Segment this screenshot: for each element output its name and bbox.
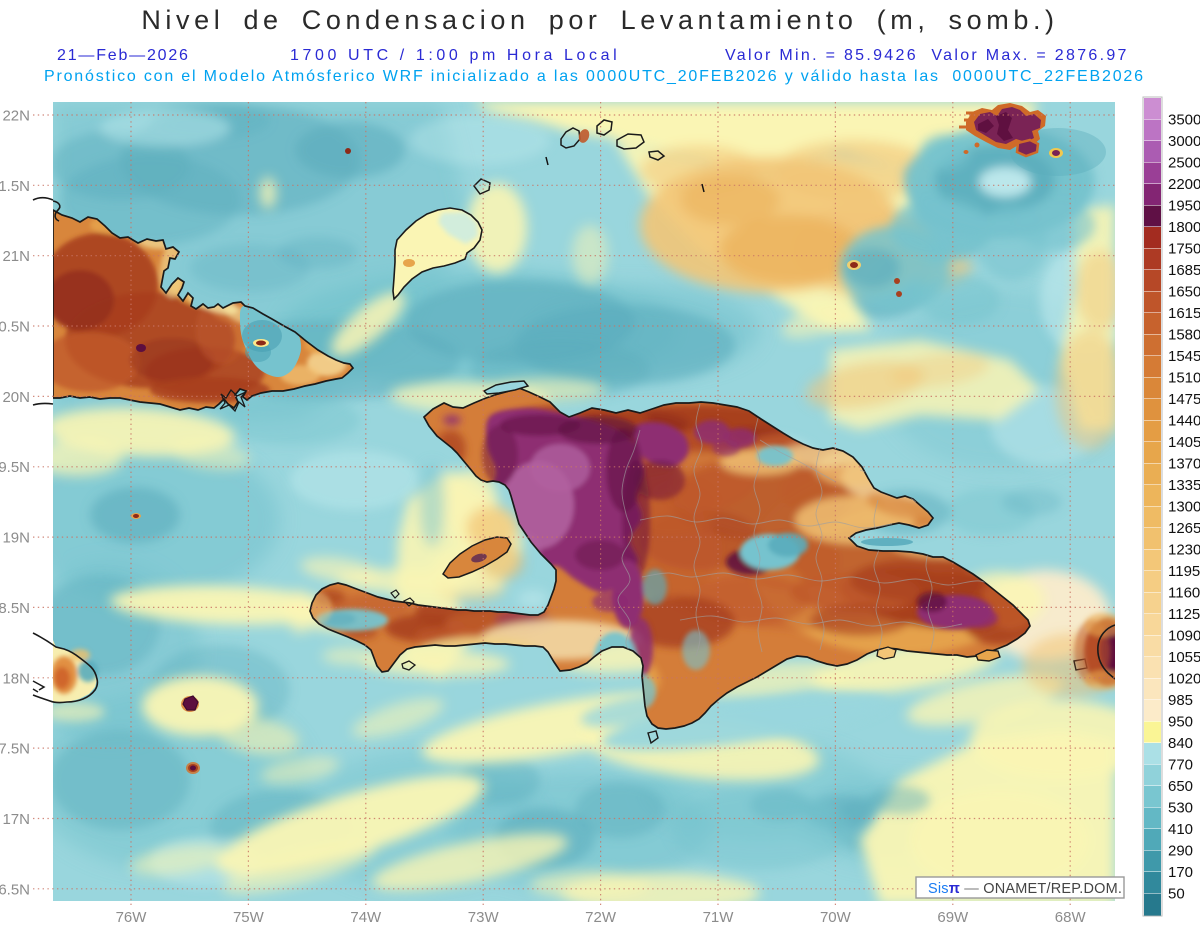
svg-text:1405: 1405: [1168, 434, 1200, 451]
svg-text:9.5N: 9.5N: [0, 459, 30, 476]
svg-text:76W: 76W: [116, 909, 148, 926]
svg-text:650: 650: [1168, 778, 1193, 795]
svg-text:1195: 1195: [1168, 563, 1200, 580]
svg-text:Sisπ — ONAMET/REP.DOM.: Sisπ — ONAMET/REP.DOM.: [928, 881, 1122, 897]
svg-text:3000: 3000: [1168, 133, 1200, 150]
svg-text:75W: 75W: [233, 909, 265, 926]
svg-text:Valor Min. = 85.9426 Valor Ma: Valor Min. = 85.9426 Valor Max. = 2876.9…: [725, 47, 1129, 64]
svg-text:950: 950: [1168, 714, 1193, 731]
svg-text:1650: 1650: [1168, 284, 1200, 301]
svg-text:1510: 1510: [1168, 370, 1200, 387]
svg-text:1700 UTC / 1:00 pm Hora Local: 1700 UTC / 1:00 pm Hora Local: [290, 47, 620, 64]
svg-text:1090: 1090: [1168, 628, 1200, 645]
svg-text:8.5N: 8.5N: [0, 600, 30, 617]
svg-text:17N: 17N: [2, 811, 30, 828]
svg-text:1300: 1300: [1168, 499, 1200, 516]
svg-text:1230: 1230: [1168, 542, 1200, 559]
svg-text:1440: 1440: [1168, 413, 1200, 430]
svg-text:1545: 1545: [1168, 348, 1200, 365]
svg-text:50: 50: [1168, 886, 1185, 903]
svg-text:2500: 2500: [1168, 155, 1200, 172]
svg-text:21N: 21N: [2, 248, 30, 265]
svg-text:1950: 1950: [1168, 198, 1200, 215]
svg-text:1685: 1685: [1168, 262, 1200, 279]
svg-text:68W: 68W: [1055, 909, 1087, 926]
svg-text:69W: 69W: [937, 909, 969, 926]
svg-text:1160: 1160: [1168, 585, 1200, 602]
svg-text:18N: 18N: [2, 670, 30, 687]
svg-text:1615: 1615: [1168, 305, 1200, 322]
svg-text:20N: 20N: [2, 389, 30, 406]
svg-text:840: 840: [1168, 735, 1193, 752]
svg-text:1020: 1020: [1168, 671, 1200, 688]
svg-text:6.5N: 6.5N: [0, 881, 30, 898]
svg-text:22N: 22N: [2, 108, 30, 125]
svg-text:1125: 1125: [1168, 606, 1200, 623]
svg-text:170: 170: [1168, 864, 1193, 881]
svg-text:1370: 1370: [1168, 456, 1200, 473]
svg-text:2200: 2200: [1168, 176, 1200, 193]
svg-text:1055: 1055: [1168, 649, 1200, 666]
svg-text:770: 770: [1168, 757, 1193, 774]
svg-text:0.5N: 0.5N: [0, 319, 30, 336]
svg-text:410: 410: [1168, 821, 1193, 838]
svg-text:19N: 19N: [2, 530, 30, 547]
svg-text:1265: 1265: [1168, 520, 1200, 537]
svg-text:530: 530: [1168, 800, 1193, 817]
svg-text:1.5N: 1.5N: [0, 178, 30, 195]
svg-text:Pronóstico con el Modelo Atmós: Pronóstico con el Modelo Atmósferico WRF…: [44, 68, 1145, 85]
svg-text:1750: 1750: [1168, 241, 1200, 258]
svg-text:21—Feb—2026: 21—Feb—2026: [57, 47, 190, 64]
svg-text:71W: 71W: [703, 909, 735, 926]
svg-text:985: 985: [1168, 692, 1193, 709]
svg-text:73W: 73W: [468, 909, 500, 926]
svg-text:70W: 70W: [820, 909, 852, 926]
svg-text:7.5N: 7.5N: [0, 741, 30, 758]
svg-text:1475: 1475: [1168, 391, 1200, 408]
svg-text:72W: 72W: [585, 909, 617, 926]
svg-text:74W: 74W: [350, 909, 382, 926]
svg-text:1800: 1800: [1168, 219, 1200, 236]
svg-text:1580: 1580: [1168, 327, 1200, 344]
svg-text:290: 290: [1168, 843, 1193, 860]
svg-text:Nivel de Condensacion por Leva: Nivel de Condensacion por Levantamiento …: [141, 5, 1058, 35]
svg-text:3500: 3500: [1168, 112, 1200, 129]
svg-text:1335: 1335: [1168, 477, 1200, 494]
